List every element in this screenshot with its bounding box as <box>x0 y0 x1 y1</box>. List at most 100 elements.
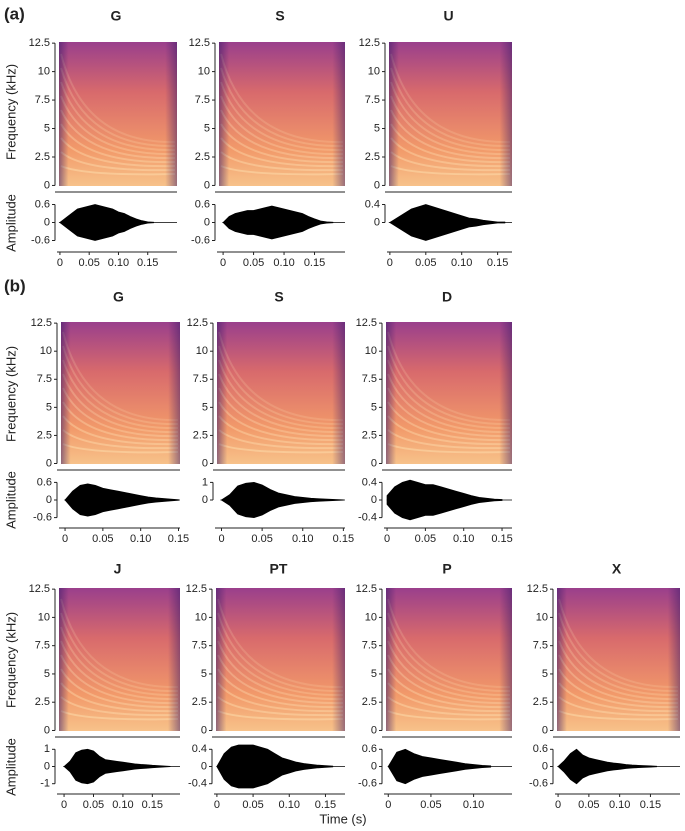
y-tick-label: 12.5 <box>527 583 548 595</box>
y-tick-label: 10 <box>368 66 380 78</box>
spectrogram-edge <box>219 42 345 186</box>
x-tick-label: 0 <box>214 799 220 811</box>
spectrogram-edge <box>557 588 680 731</box>
x-tick-label: 0.10 <box>130 533 151 545</box>
x-tick-label: 0 <box>218 533 224 545</box>
y-tick-label: 12.5 <box>356 317 377 329</box>
waveform-envelope <box>222 205 334 223</box>
y-tick-label: 10 <box>40 345 52 357</box>
x-tick-label: 0.10 <box>279 799 300 811</box>
y-tick-label: -0.6 <box>358 778 377 790</box>
y-axis-label: Frequency (kHz) <box>3 64 18 160</box>
y-axis-label: Frequency (kHz) <box>3 346 18 442</box>
x-tick-label: 0 <box>385 799 391 811</box>
y-tick-label: 2.5 <box>362 696 377 708</box>
y-tick-label: 0 <box>204 216 210 228</box>
x-tick-label: 0.05 <box>420 799 441 811</box>
spectrogram-edge <box>389 42 512 186</box>
y-tick-label: 7.5 <box>35 94 50 106</box>
y-tick-label: 2.5 <box>192 696 207 708</box>
y-tick-label: 12.5 <box>189 37 210 49</box>
x-tick-label: 0.05 <box>415 533 436 545</box>
y-tick-label: 5 <box>44 122 50 134</box>
y-tick-label: 1 <box>202 476 208 488</box>
y-tick-label: 5 <box>44 668 50 680</box>
x-tick-label: 0.15 <box>168 533 189 545</box>
panel-title: J <box>114 561 122 577</box>
y-tick-label: 7.5 <box>192 640 207 652</box>
y-tick-label: 5 <box>542 668 548 680</box>
y-axis-label: Frequency (kHz) <box>3 612 18 708</box>
x-tick-label: 0.15 <box>315 799 336 811</box>
spectrogram-edge <box>386 588 512 731</box>
y-tick-label: 0.4 <box>362 476 377 488</box>
y-tick-label: 10 <box>365 345 377 357</box>
y-tick-label: -0.6 <box>33 512 52 524</box>
waveform-envelope <box>58 204 154 223</box>
y-tick-label: 0 <box>371 457 377 469</box>
y-tick-label: 7.5 <box>35 640 50 652</box>
y-tick-label: 0.6 <box>362 743 377 755</box>
y-tick-label: 7.5 <box>362 373 377 385</box>
waveform-envelope <box>388 204 506 223</box>
y-tick-label: 5 <box>371 668 377 680</box>
panel-title: X <box>612 561 622 577</box>
waveform-envelope <box>62 748 171 767</box>
y-tick-label: 0 <box>201 724 207 736</box>
spectrogram-edge <box>59 588 180 731</box>
waveform-envelope <box>388 222 506 241</box>
y-tick-label: 0 <box>201 760 207 772</box>
panel-title: D <box>442 289 452 305</box>
waveform-envelope <box>222 222 334 240</box>
waveform-envelope <box>387 748 492 767</box>
panel-title: U <box>443 8 453 24</box>
x-tick-label: 0.10 <box>463 799 484 811</box>
x-tick-label: 0 <box>61 799 67 811</box>
y-tick-label: 0 <box>46 494 52 506</box>
x-tick-label: 0 <box>387 257 393 269</box>
y-tick-label: 10 <box>198 66 210 78</box>
y-tick-label: -0.6 <box>529 778 548 790</box>
y-tick-label: 2.5 <box>37 429 52 441</box>
y-tick-label: 0 <box>374 216 380 228</box>
waveform-envelope <box>62 766 171 785</box>
y-tick-label: 10 <box>195 611 207 623</box>
waveform-envelope <box>216 744 334 767</box>
x-tick-label: 0 <box>220 257 226 269</box>
y-tick-label: 2.5 <box>365 151 380 163</box>
panel-title: S <box>274 289 283 305</box>
y-tick-label: 7.5 <box>37 373 52 385</box>
x-tick-label: 0.10 <box>453 533 474 545</box>
y-tick-label: 12.5 <box>29 37 50 49</box>
y-tick-label: 0 <box>44 179 50 191</box>
spectrogram-edge <box>386 322 512 464</box>
panel-title: P <box>442 561 451 577</box>
y-tick-label: 0 <box>202 457 208 469</box>
y-tick-label: 10 <box>536 611 548 623</box>
x-tick-label: 0 <box>62 533 68 545</box>
y-tick-label: 12.5 <box>187 317 208 329</box>
panel-title: G <box>111 8 122 24</box>
spectrogram-edge <box>217 322 345 464</box>
y-tick-label: 7.5 <box>365 94 380 106</box>
y-tick-label: 0 <box>371 494 377 506</box>
x-axis-label: Time (s) <box>319 811 366 826</box>
waveform-envelope <box>557 748 658 767</box>
y-tick-label: 0 <box>44 724 50 736</box>
spectrogram-edge <box>59 42 177 186</box>
x-tick-label: 0.05 <box>242 799 263 811</box>
y-tick-label: 12.5 <box>359 37 380 49</box>
y-tick-label: 2.5 <box>533 696 548 708</box>
x-tick-label: 0.10 <box>451 257 472 269</box>
x-tick-label: 0 <box>57 257 63 269</box>
waveform-envelope <box>386 499 503 521</box>
y-tick-label: 0.6 <box>37 476 52 488</box>
y-tick-label: 0 <box>371 760 377 772</box>
y-tick-label: 2.5 <box>195 151 210 163</box>
x-tick-label: 0.05 <box>83 799 104 811</box>
y-tick-label: 10 <box>365 611 377 623</box>
waveform-envelope <box>64 499 179 517</box>
y-axis-label: Amplitude <box>3 471 18 529</box>
y-tick-label: -0.6 <box>191 234 210 246</box>
y-tick-label: 5 <box>374 122 380 134</box>
